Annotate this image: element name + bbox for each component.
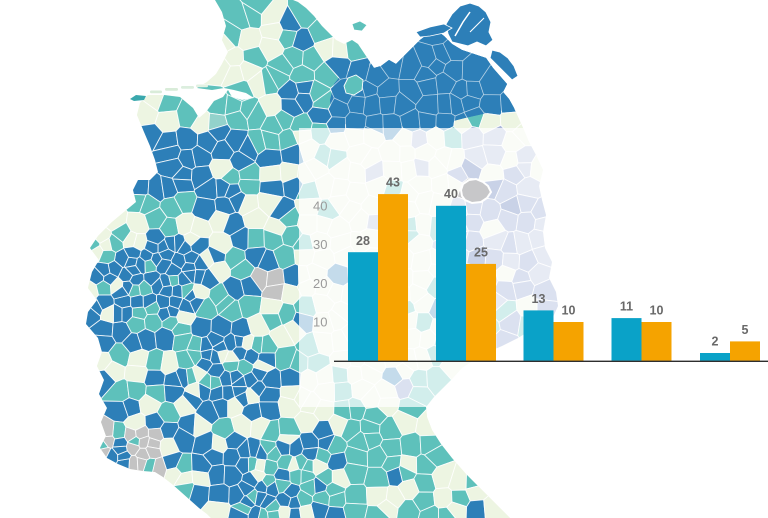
svg-text:10: 10: [650, 304, 664, 318]
svg-text:13: 13: [532, 292, 546, 306]
svg-text:30: 30: [313, 237, 327, 252]
svg-text:25: 25: [474, 245, 488, 259]
svg-text:2: 2: [712, 335, 719, 349]
svg-text:40: 40: [313, 198, 327, 213]
svg-text:10: 10: [313, 315, 327, 330]
svg-text:5: 5: [742, 323, 749, 337]
svg-text:28: 28: [356, 234, 370, 248]
svg-text:43: 43: [386, 176, 400, 190]
svg-text:10: 10: [562, 304, 576, 318]
svg-text:40: 40: [444, 187, 458, 201]
svg-text:11: 11: [620, 300, 633, 314]
svg-text:20: 20: [313, 276, 327, 291]
